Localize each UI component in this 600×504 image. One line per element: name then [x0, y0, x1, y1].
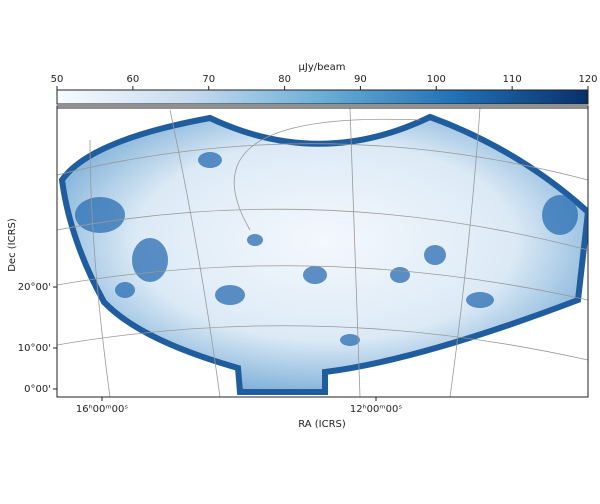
x-tick-label: 12ʰ00ᵐ00ˢ [350, 404, 402, 415]
y-tick-label: 20°00' [18, 282, 51, 293]
x-tick-label: 16ʰ00ᵐ00ˢ [76, 404, 128, 415]
coverage-area [58, 113, 588, 395]
colorbar-tick-label: 60 [126, 74, 139, 85]
colorbar-tick-label: 110 [503, 74, 522, 85]
noise-features [75, 152, 578, 346]
colorbar-tick-label: 100 [427, 74, 446, 85]
colorbar-tick-label: 50 [51, 74, 64, 85]
y-tick-label: 10°00' [18, 343, 51, 354]
colorbar-tick-label: 120 [578, 74, 597, 85]
colorbar-tick-label: 90 [354, 74, 367, 85]
sky-map [57, 108, 588, 397]
colorbar-tick-label: 70 [202, 74, 215, 85]
y-tick-label: 0°00' [24, 384, 51, 395]
colorbar [56, 89, 589, 105]
colorbar-tick-label: 80 [278, 74, 291, 85]
colorbar-label: μJy/beam [299, 62, 346, 73]
y-axis-label: Dec (ICRS) [7, 218, 18, 272]
x-axis-label: RA (ICRS) [298, 419, 346, 430]
axes-frame [56, 105, 589, 398]
